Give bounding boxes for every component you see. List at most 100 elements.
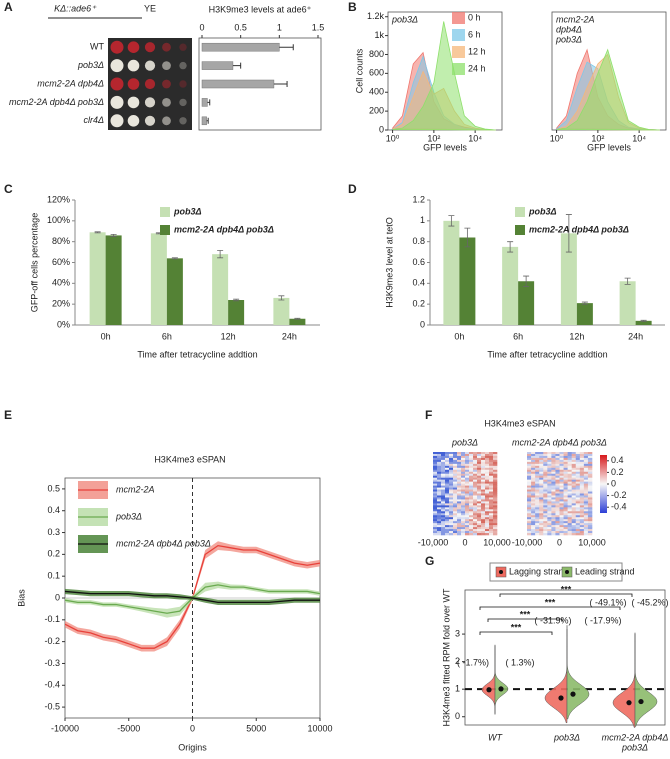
legend-swatch [452, 12, 465, 24]
heatmap-cell [445, 531, 450, 534]
heatmap-cell [473, 485, 478, 488]
heatmap-cell [493, 457, 498, 461]
heatmap-cell [465, 453, 470, 457]
heatmap-cell [575, 525, 581, 528]
heatmap-cell [433, 511, 438, 514]
x-tick-label: 10⁰ [386, 133, 400, 143]
colorbar-label: 0 [611, 478, 616, 488]
heatmap-cell [563, 519, 568, 522]
heatmap-cell [555, 521, 560, 524]
x-tick-label: 6h [162, 331, 172, 341]
heatmap-cell [489, 487, 494, 490]
heatmap-cell [587, 493, 593, 496]
heatmap-cell [571, 503, 577, 506]
heatmap-cell [531, 493, 536, 496]
heatmap-cell [571, 487, 577, 490]
heatmap-cell [555, 487, 560, 490]
heatmap-cell [489, 481, 494, 484]
violin-half [612, 633, 636, 728]
heatmap-cell [539, 523, 544, 526]
x-tick-label: 1 [277, 22, 282, 32]
significance-bracket [479, 631, 553, 635]
heatmap-cell [441, 481, 446, 484]
heatmap-cell [433, 477, 438, 480]
heatmap-cell [477, 469, 482, 473]
x-tick-label: 0h [454, 331, 464, 341]
heatmap-cell [469, 503, 474, 506]
heatmap-cell [551, 499, 556, 502]
heatmap-cell [469, 477, 474, 480]
heatmap-cell [437, 509, 442, 512]
y-tick-label: 0 [455, 711, 460, 721]
heatmap-cell [433, 489, 438, 492]
heatmap-cell [477, 529, 482, 532]
heatmap-cell [437, 513, 442, 516]
heatmap-cell [571, 457, 577, 461]
panel-label: F [425, 408, 432, 422]
heatmap-cell [559, 477, 564, 480]
error-band [65, 588, 320, 605]
heatmap-cell [571, 509, 577, 512]
heatmap-cell [457, 493, 462, 496]
heatmap-cell [543, 497, 548, 500]
heatmap-cell [547, 531, 552, 534]
heatmap-cell [535, 507, 540, 510]
x-tick-label: 0 [462, 537, 467, 547]
heatmap-cell [567, 471, 572, 475]
y-tick-label: 40% [52, 278, 70, 288]
heatmap-cell [579, 455, 585, 459]
heatmap-cell [485, 531, 490, 534]
heatmap-cell [469, 525, 474, 528]
heatmap-cell [461, 515, 466, 518]
heatmap-cell [559, 485, 564, 488]
heatmap-cell [441, 469, 446, 473]
heatmap-cell [449, 477, 454, 480]
heatmap-cell [575, 455, 581, 459]
heatmap-cell [571, 467, 577, 471]
heatmap-cell [583, 497, 589, 500]
heatmap-cell [563, 483, 568, 486]
heatmap-cell [437, 483, 442, 486]
heatmap-cell [567, 515, 572, 518]
heatmap-cell [531, 523, 536, 526]
heatmap-cell [485, 521, 490, 524]
heatmap-cell [473, 491, 478, 494]
heatmap-cell [445, 517, 450, 520]
heatmap-cell [547, 529, 552, 532]
heatmap-cell [539, 507, 544, 510]
y-tick-label: 2 [455, 656, 460, 666]
heatmap-cell [539, 477, 544, 480]
heatmap-cell [457, 497, 462, 500]
heatmap-cell [559, 452, 564, 455]
heatmap-cell [445, 499, 450, 502]
legend-label: mcm2-2A dpb4Δ pob3Δ [174, 224, 274, 234]
violin-half [481, 645, 496, 715]
heatmap-cell [453, 491, 458, 494]
heatmap-cell [563, 523, 568, 526]
heatmap-cell [531, 511, 536, 514]
error-bar [523, 275, 530, 287]
heatmap-cell [559, 497, 564, 500]
heatmap-cell [493, 527, 498, 530]
heatmap-cell [437, 503, 442, 506]
heatmap-cell [433, 523, 438, 526]
heatmap-cell [547, 469, 552, 473]
heatmap-cell [437, 469, 442, 473]
heatmap-cell [469, 497, 474, 500]
heatmap-cell [571, 501, 577, 504]
heatmap-cell [485, 519, 490, 522]
heatmap-cell [449, 457, 454, 461]
heatmap-cell [535, 452, 540, 455]
heatmap-cell [543, 493, 548, 496]
heatmap-cell [477, 452, 482, 455]
x-tick-label: 10⁴ [468, 133, 482, 143]
heatmap-cell [477, 471, 482, 475]
heatmap-cell [543, 521, 548, 524]
legend-swatch [515, 207, 525, 217]
heatmap-cell [461, 467, 466, 471]
heatmap-cell [555, 497, 560, 500]
error-bar [232, 62, 242, 69]
heatmap-cell [437, 481, 442, 484]
heatmap-cell [489, 465, 494, 469]
significance-bracket [479, 606, 621, 610]
